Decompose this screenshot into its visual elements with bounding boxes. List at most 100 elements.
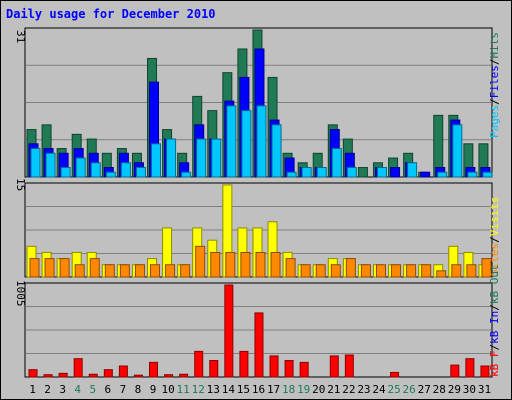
pages-bar — [241, 110, 252, 178]
day-label: 29 — [448, 383, 461, 396]
pages-bar — [256, 105, 267, 178]
kb-bar — [480, 365, 490, 378]
pages-bar — [482, 171, 493, 178]
sites-bar — [421, 264, 432, 278]
day-label: 1 — [29, 383, 36, 396]
sites-bar — [345, 258, 356, 278]
pages-bar — [105, 171, 116, 178]
sites-bar — [451, 264, 462, 278]
bottom-ymax-label: 1005 — [14, 280, 27, 307]
pages-bar — [211, 138, 222, 178]
sites-bar — [406, 264, 417, 278]
day-label: 28 — [433, 383, 446, 396]
pages-bar — [196, 138, 207, 178]
sites-bar — [74, 264, 85, 278]
kb-bar — [164, 374, 174, 378]
files-bar — [390, 167, 401, 178]
top-ymax-label: 31 — [14, 30, 27, 43]
pages-bar — [376, 167, 387, 178]
day-label: 2 — [44, 383, 51, 396]
kb-bar — [465, 358, 475, 378]
kb-bar — [254, 312, 264, 378]
middle-ymax-label: 15 — [14, 178, 27, 191]
pages-bar — [467, 171, 478, 178]
kb-bar — [209, 360, 219, 378]
sites-bar — [134, 264, 145, 278]
pages-bar — [90, 162, 101, 178]
pages-bar — [120, 162, 131, 178]
day-label: 9 — [150, 383, 157, 396]
day-label: 16 — [252, 383, 265, 396]
kb-bar — [28, 369, 38, 378]
top-legend: Pages/Files/Hits — [488, 32, 501, 138]
day-label: 25 — [387, 383, 400, 396]
kb-bar — [118, 365, 128, 378]
day-label: 15 — [237, 383, 250, 396]
pages-bar — [166, 138, 177, 178]
day-label: 26 — [403, 383, 416, 396]
kb-bar — [103, 369, 113, 378]
pages-bar — [301, 167, 312, 178]
sites-bar — [180, 264, 191, 278]
kb-bar — [299, 361, 309, 378]
pages-bar — [181, 171, 192, 178]
pages-bar — [452, 124, 463, 178]
chart-title: Daily usage for December 2010 — [6, 7, 216, 21]
day-label: 17 — [267, 383, 280, 396]
kb-bar — [450, 364, 460, 378]
day-label: 5 — [89, 383, 96, 396]
sites-bar — [44, 258, 55, 278]
day-label: 27 — [418, 383, 431, 396]
pages-bar — [45, 152, 56, 178]
day-label: 6 — [105, 383, 112, 396]
kb-bar — [133, 374, 143, 378]
sites-bar — [466, 264, 477, 278]
day-label: 21 — [327, 383, 340, 396]
day-label: 14 — [222, 383, 236, 396]
sites-bar — [225, 251, 236, 278]
sites-bar — [119, 264, 130, 278]
sites-bar — [300, 264, 311, 278]
kb-bar — [179, 373, 189, 378]
day-label: 10 — [161, 383, 174, 396]
sites-bar — [270, 251, 281, 278]
sites-bar — [360, 264, 371, 278]
sites-bar — [240, 251, 251, 278]
pages-bar — [437, 171, 448, 178]
pages-bar — [346, 167, 357, 178]
sites-bar — [210, 251, 221, 278]
sites-bar — [29, 258, 40, 278]
kb-bar — [224, 284, 234, 378]
pages-bar — [316, 167, 327, 178]
hits-bar — [357, 167, 368, 178]
day-label: 19 — [297, 383, 310, 396]
day-label: 18 — [282, 383, 295, 396]
sites-bar — [481, 258, 492, 278]
day-label: 22 — [342, 383, 355, 396]
day-label: 8 — [135, 383, 142, 396]
sites-bar — [165, 264, 176, 278]
kb-bar — [194, 350, 204, 378]
sites-bar — [330, 264, 341, 278]
kb-bar — [88, 373, 98, 378]
sites-bar — [89, 258, 100, 278]
sites-bar — [391, 264, 402, 278]
day-label: 23 — [357, 383, 370, 396]
pages-bar — [30, 148, 41, 178]
sites-bar — [375, 264, 386, 278]
kb-bar — [284, 360, 294, 378]
sites-bar — [255, 251, 266, 278]
kb-bar — [390, 371, 400, 378]
day-label: 3 — [59, 383, 66, 396]
day-label: 13 — [207, 383, 220, 396]
sites-bar — [315, 264, 326, 278]
day-label: 12 — [192, 383, 205, 396]
day-label: 11 — [177, 383, 190, 396]
sites-bar — [104, 264, 115, 278]
kb-bar — [149, 361, 159, 378]
sites-bar — [195, 245, 206, 278]
pages-bar — [286, 171, 297, 178]
sites-bar — [436, 270, 447, 278]
kb-bar — [344, 354, 354, 378]
bottom-legend: kB F/kB In/kB Out — [488, 264, 501, 377]
